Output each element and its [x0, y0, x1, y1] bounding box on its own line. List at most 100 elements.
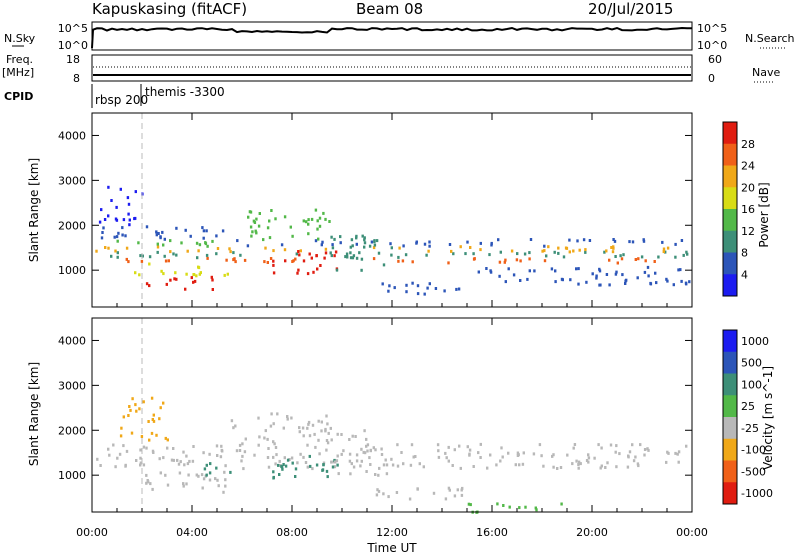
velocity-cell	[258, 435, 261, 439]
velocity-cell	[376, 488, 379, 492]
power-cell	[184, 228, 187, 232]
power-cell	[110, 199, 113, 202]
velocity-colorbar-tick: 1000	[741, 335, 769, 348]
power-cell	[195, 241, 199, 245]
velocity-cell	[209, 462, 212, 466]
velocity-cell	[166, 483, 170, 487]
velocity-cell	[360, 447, 363, 451]
power-cell	[307, 222, 310, 226]
velocity-cell	[311, 467, 314, 471]
power-cell	[297, 268, 300, 272]
velocity-cell	[205, 463, 208, 467]
power-cell	[204, 241, 207, 245]
power-cell	[266, 261, 269, 264]
velocity-cell	[224, 484, 227, 488]
power-cell	[163, 254, 166, 258]
power-cell	[114, 249, 117, 253]
velocity-cell	[272, 475, 275, 479]
velocity-cell	[302, 455, 305, 459]
power-cell	[387, 289, 390, 293]
velocity-cell	[330, 438, 333, 442]
velocity-cell	[677, 460, 680, 464]
power-cell	[390, 253, 393, 257]
power-cell	[122, 218, 126, 222]
velocity-colorbar-segment	[723, 438, 737, 461]
power-cell	[611, 250, 615, 254]
power-cell	[125, 246, 129, 250]
power-cell	[115, 235, 119, 239]
power-cell	[351, 244, 354, 248]
velocity-cell	[359, 464, 362, 468]
velocity-cell	[304, 461, 308, 464]
power-cell	[363, 241, 367, 245]
velocity-cell	[215, 444, 219, 448]
power-cell	[647, 274, 650, 278]
power-cell	[100, 236, 104, 240]
power-cell	[268, 236, 272, 240]
velocity-cell	[496, 502, 499, 506]
velocity-cell	[396, 443, 399, 447]
power-cell	[141, 254, 144, 258]
velocity-cell	[615, 444, 618, 448]
velocity-cell	[278, 473, 281, 476]
velocity-cell	[298, 430, 301, 434]
velocity-cell	[314, 445, 317, 449]
power-cell	[134, 271, 137, 275]
power-colorbar-segment	[723, 122, 737, 145]
power-cell	[339, 235, 342, 239]
power-cell	[363, 245, 366, 249]
velocity-cell	[628, 450, 632, 454]
power-cell	[568, 250, 571, 254]
velocity-cell	[337, 472, 340, 476]
velocity-cell	[162, 401, 165, 405]
power-cell	[503, 260, 506, 264]
velocity-cell	[114, 465, 117, 469]
velocity-cell	[618, 452, 621, 456]
power-cell	[246, 244, 250, 248]
velocity-cell	[263, 436, 266, 440]
velocity-cell	[306, 443, 309, 447]
power-ytick-label: 1000	[58, 264, 86, 277]
velocity-y-axis: 1000 2000 3000 4000	[58, 334, 692, 482]
velocity-cell	[142, 463, 146, 467]
power-cell	[372, 246, 376, 250]
velocity-cell	[188, 459, 191, 463]
power-colorbar-segment	[723, 252, 737, 275]
power-cell	[349, 251, 352, 255]
velocity-cell	[150, 431, 154, 435]
velocity-cell	[451, 464, 454, 467]
power-cell	[585, 280, 588, 284]
velocity-cell	[322, 461, 326, 465]
velocity-cell	[336, 432, 339, 436]
velocity-cell	[273, 442, 276, 446]
power-cell	[127, 260, 130, 264]
velocity-cell	[500, 446, 503, 450]
velocity-cell	[479, 456, 482, 459]
power-cell	[621, 273, 624, 277]
power-cell	[110, 254, 113, 258]
power-cell	[316, 219, 319, 223]
velocity-cell	[593, 456, 596, 460]
velocity-cell	[387, 495, 390, 499]
velocity-cell	[408, 497, 412, 501]
power-cell	[674, 255, 677, 259]
velocity-cell	[348, 438, 351, 441]
power-cell	[196, 256, 199, 260]
power-cell	[310, 256, 313, 260]
velocity-cell	[120, 426, 123, 430]
velocity-cell	[294, 467, 298, 471]
power-cell	[554, 269, 557, 273]
velocity-cell	[501, 455, 504, 459]
velocity-cell	[375, 493, 379, 497]
velocity-cell	[542, 464, 545, 468]
velocity-cell	[208, 471, 212, 475]
power-cell	[610, 246, 613, 249]
power-cell	[148, 255, 152, 259]
velocity-cell	[201, 486, 204, 490]
power-cell	[529, 238, 533, 241]
velocity-cell	[164, 473, 167, 477]
power-cell	[351, 256, 355, 260]
velocity-cell	[560, 502, 563, 506]
velocity-cell	[166, 438, 169, 442]
power-cell	[608, 258, 611, 262]
